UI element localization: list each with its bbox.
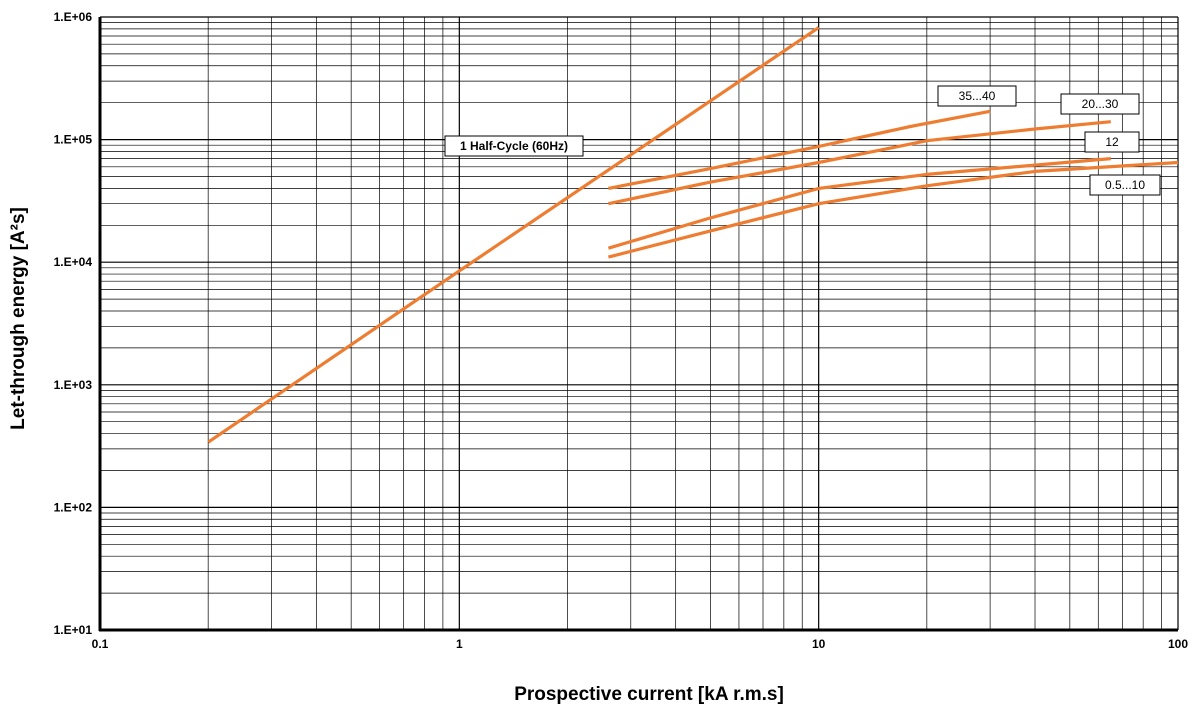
series-line-0 [207,26,820,444]
grid [100,16,1179,630]
series-line-4 [608,160,1179,259]
y-tick-labels: 1.E+01 1.E+02 1.E+03 1.E+04 1.E+05 1.E+06 [54,10,93,637]
y-tick-label: 1.E+02 [54,500,93,514]
x-tick-labels: 0.1 1 10 100 [92,637,1189,651]
series-label: 20...30 [1082,97,1119,111]
series-line-2 [608,120,1111,206]
annotation-box [444,135,584,157]
series-lines [207,26,1179,444]
y-tick-label: 1.E+01 [54,623,93,637]
y-tick-label: 1.E+06 [54,10,93,24]
y-tick-label: 1.E+05 [54,133,93,147]
axes [98,17,1178,632]
series-annotations: 1 Half-Cycle (60Hz) 35...40 20...30 12 0.5..… [444,85,1161,196]
annotation-box [1089,174,1161,196]
x-tick-label: 100 [1168,637,1188,651]
y-tick-label: 1.E+04 [54,255,93,269]
series-label: 12 [1105,135,1119,149]
series-label: 35...40 [959,89,996,103]
series-line-3 [607,157,1111,250]
series-label: 1 Half-Cycle (60Hz) [460,139,568,153]
annotation-box [937,85,1017,107]
x-tick-label: 10 [812,637,826,651]
annotation-box [1084,131,1140,153]
series-line-1 [608,109,991,190]
y-axis-title: Let-through energy [A²s] [8,207,29,430]
y-tick-label: 1.E+03 [54,378,93,392]
series-label: 0.5...10 [1105,178,1145,192]
annotation-box [1060,93,1140,115]
x-axis-title: Prospective current [kA r.m.s] [514,684,784,705]
x-tick-label: 0.1 [92,637,109,651]
x-tick-label: 1 [456,637,463,651]
